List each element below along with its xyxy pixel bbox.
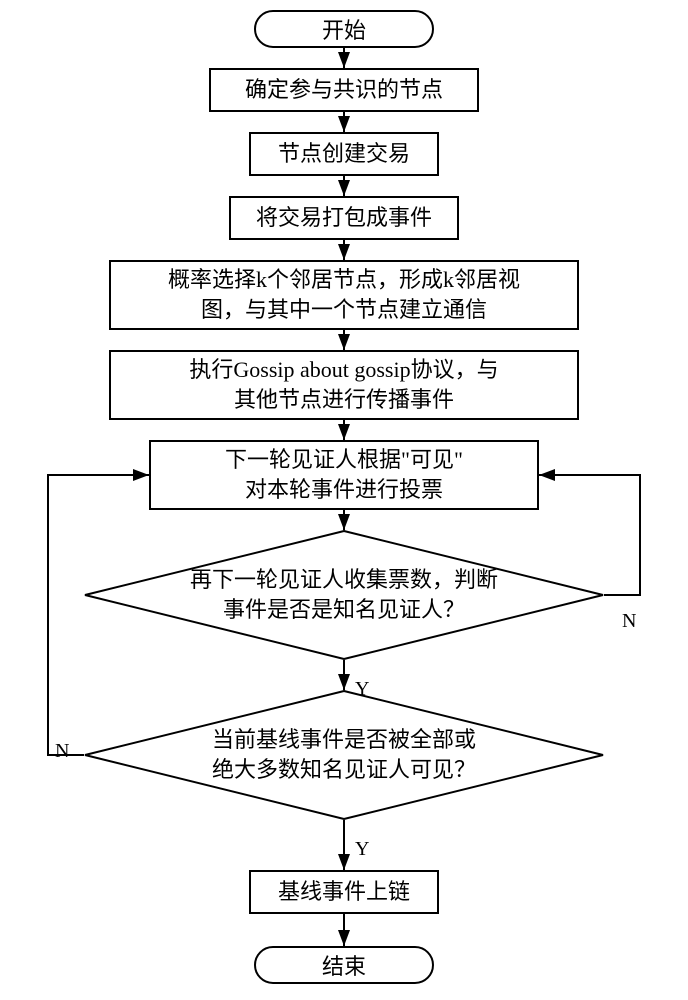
- edge-label: Y: [355, 678, 369, 701]
- process-n6: 下一轮见证人根据"可见" 对本轮事件进行投票: [149, 440, 539, 510]
- flowchart-canvas: 开始确定参与共识的节点节点创建交易将交易打包成事件概率选择k个邻居节点，形成k邻…: [0, 0, 688, 1000]
- edge-label: N: [55, 740, 69, 763]
- process-n7: 基线事件上链: [249, 870, 439, 914]
- process-n1: 确定参与共识的节点: [209, 68, 479, 112]
- process-n3: 将交易打包成事件: [229, 196, 459, 240]
- edge-label: Y: [355, 838, 369, 861]
- decision-label: 当前基线事件是否被全部或 绝大多数知名见证人可见？: [84, 690, 604, 820]
- edge-label: N: [622, 610, 636, 633]
- decision-label: 再下一轮见证人收集票数，判断 事件是否是知名见证人？: [84, 530, 604, 660]
- terminator-end: 结束: [254, 946, 434, 984]
- decision-d2: 当前基线事件是否被全部或 绝大多数知名见证人可见？: [84, 690, 604, 820]
- process-n5: 执行Gossip about gossip协议，与 其他节点进行传播事件: [109, 350, 579, 420]
- terminator-start: 开始: [254, 10, 434, 48]
- decision-d1: 再下一轮见证人收集票数，判断 事件是否是知名见证人？: [84, 530, 604, 660]
- process-n2: 节点创建交易: [249, 132, 439, 176]
- process-n4: 概率选择k个邻居节点，形成k邻居视 图，与其中一个节点建立通信: [109, 260, 579, 330]
